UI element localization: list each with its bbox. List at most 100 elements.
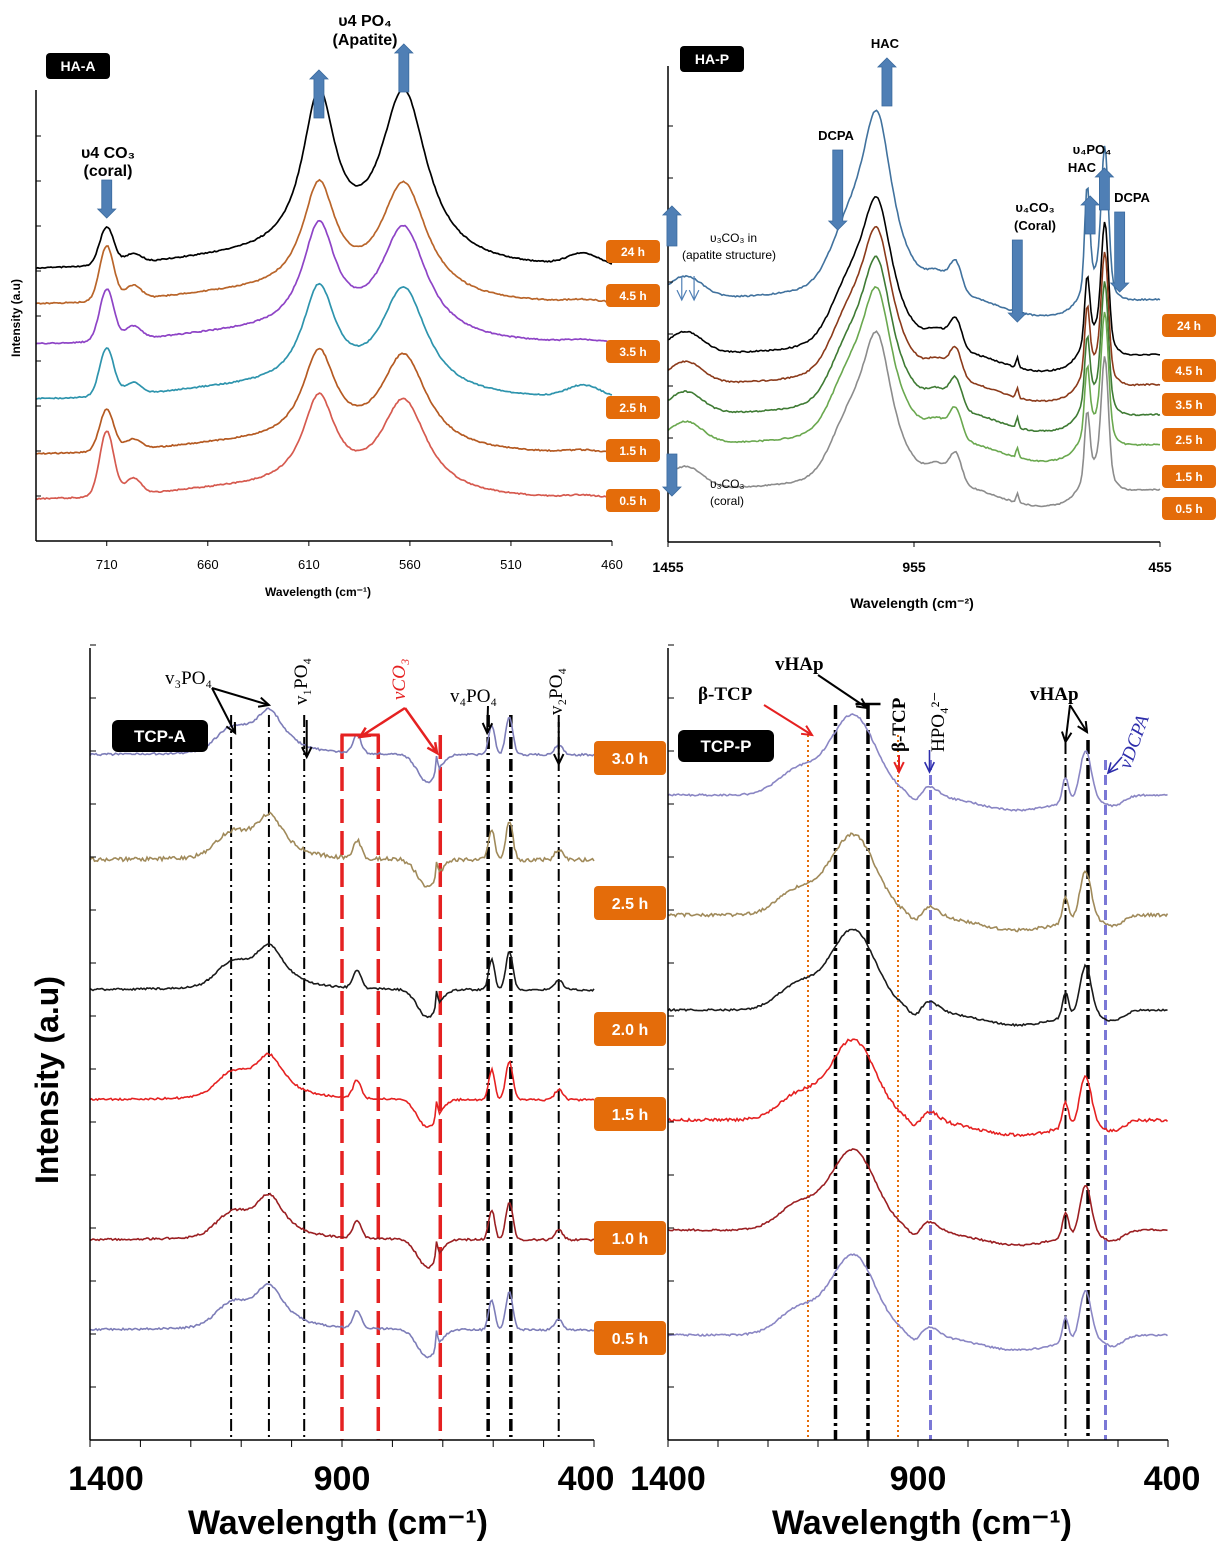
tcp-p-arrow-btcp2-head <box>893 761 905 775</box>
ha-a-series-45h <box>35 178 613 305</box>
tcp-a-series-20h <box>89 943 595 1019</box>
ha-p-label-0-text: 24 h <box>1177 319 1201 333</box>
ha-p-label-0-bg <box>1162 314 1216 337</box>
tcp-a-label-1-text: 2.5 h <box>612 896 648 913</box>
panel-ha-p: 1455 955 455 HA-P Wavelength (cm⁻²) HAC DC… <box>652 36 1216 611</box>
tcp-a-label-2: 2.0 h <box>594 1012 666 1046</box>
tcp-a-arrow-v3-b-head <box>257 696 272 708</box>
tcp-a-label-5-bg <box>594 1321 666 1355</box>
panel-tcp-p: 1400 900 400 TCP-P Wavelength (cm⁻¹) β-TCP… <box>630 644 1201 1542</box>
tcp-p-series-4 <box>667 1148 1168 1247</box>
tcp-a-label-0-text: 3.0 h <box>612 751 648 768</box>
tcp-p-arrow-vdcpa-head <box>1106 762 1119 775</box>
ha-p-anno-v3co3-apatite: υ₃CO₃ in <box>710 231 757 245</box>
tcp-a-label-4-bg <box>594 1221 666 1255</box>
tcp-p-arrow-vhap2-b-head <box>1077 720 1089 734</box>
tcp-p-arrow-vdcpa <box>1107 756 1123 774</box>
ha-a-label-4-text: 1.5 h <box>619 444 646 458</box>
ha-p-anno-hac: HAC <box>871 36 900 51</box>
tcp-a-arrow-vco3-b <box>403 707 439 754</box>
tcp-a-label-2-text: 2.0 h <box>612 1022 648 1039</box>
tcp-a-badge-text: TCP-A <box>134 727 186 746</box>
tcp-a-badge <box>112 720 208 752</box>
tcp-p-anno-vdcpa: vDCPA <box>1115 712 1154 772</box>
tcp-a-arrow-vco3-b-head <box>426 741 439 756</box>
ha-a-label-1-text: 4.5 h <box>619 289 646 303</box>
ha-a-label-3-text: 2.5 h <box>619 401 646 415</box>
tcp-a-annotations: v₃PO₄ v₁PO₄ vCO₃ v₄PO₄ v₂PO₄ <box>165 658 567 715</box>
tcp-a-arrow-v1-head <box>301 746 313 760</box>
ha-p-series-15h <box>667 285 1161 463</box>
ha-p-label-2: 3.5 h <box>1162 393 1216 416</box>
tcp-p-xlabel: Wavelength (cm⁻¹) <box>772 1504 1072 1542</box>
tcp-p-anno-vhap2: vHAp <box>1030 684 1079 705</box>
ha-a-label-2-bg <box>606 340 660 363</box>
tcp-p-arrow-vhap-a-head <box>855 697 869 710</box>
tcp-p-xtick-label: 1400 <box>630 1460 706 1498</box>
tcp-a-arrows <box>211 687 565 767</box>
tcp-a-reference-lines <box>230 715 560 1440</box>
tcp-a-series-30h <box>89 707 595 784</box>
tcp-a-label-3-bg <box>594 1097 666 1131</box>
ha-a-anno-apatite: (Apatite) <box>333 32 398 49</box>
tcp-a-label-4: 1.0 h <box>594 1221 666 1255</box>
ha-a-label-5-text: 0.5 h <box>619 494 646 508</box>
ha-p-xtick-label: 1455 <box>652 559 683 575</box>
ha-p-xlabel: Wavelength (cm⁻²) <box>850 595 974 611</box>
tcp-p-series-2 <box>667 928 1168 1027</box>
tcp-a-label-5: 0.5 h <box>594 1321 666 1355</box>
tcp-a-anno-v1po4: v₁PO₄ <box>291 658 312 705</box>
panel-ha-a: 710 660 610 560 510 460 HA-A Intensity (a.u) … <box>9 13 660 599</box>
ha-a-arrow-605-up <box>308 69 329 119</box>
ha-p-anno-coral-lower: (coral) <box>710 494 744 508</box>
tcp-p-arrow-vhap2-a <box>1064 704 1071 743</box>
ha-p-thinarrow-1-head <box>676 289 688 302</box>
tcp-p-series-0 <box>667 713 1168 812</box>
ha-a-badge <box>46 53 110 79</box>
tcp-p-xtick-label: 400 <box>1144 1460 1201 1498</box>
tcp-p-arrow-btcp-head <box>800 725 814 737</box>
ha-p-arrow-dcpa-down <box>827 149 848 231</box>
ha-p-anno-dcpa: DCPA <box>818 128 854 143</box>
tcp-p-curves <box>667 713 1169 1352</box>
tcp-p-anno-btcp2: β-TCP <box>889 697 910 752</box>
tcp-a-axes: 1400 900 400 <box>68 644 614 1498</box>
tcp-a-anno-v2po4: v₂PO₄ <box>546 668 567 715</box>
tcp-p-series-3 <box>667 1038 1169 1138</box>
ha-p-arrow-dcpa2-down <box>1109 211 1130 293</box>
tcp-p-anno-btcp: β-TCP <box>698 684 753 705</box>
tcp-p-anno-vhap: vHAp <box>775 654 824 675</box>
ha-a-label-4: 1.5 h <box>606 439 660 462</box>
ha-p-arrow-co3-down <box>1007 239 1028 323</box>
ha-p-label-5: 0.5 h <box>1162 497 1216 520</box>
tcp-a-series-labels: 3.0 h 2.5 h 2.0 h 1.5 h 1.0 h 0.5 h <box>594 741 666 1355</box>
tcp-a-arrow-v4-head <box>481 722 494 736</box>
tcp-a-label-3: 1.5 h <box>594 1097 666 1131</box>
ha-p-label-1: 4.5 h <box>1162 359 1216 382</box>
tcp-p-anno-hpo4: HPO₄²⁻ <box>928 692 949 752</box>
tcp-a-xtick-label: 900 <box>314 1460 371 1498</box>
ha-p-badge <box>680 46 744 72</box>
ha-a-axes: 710 660 610 560 510 460 <box>35 90 623 572</box>
ha-p-arrows <box>661 57 1130 497</box>
tcp-a-xlabel: Wavelength (cm⁻¹) <box>188 1504 488 1542</box>
ha-p-anno-hac2: HAC <box>1068 160 1097 175</box>
ha-p-arrow-hac2-up <box>1094 167 1115 211</box>
tcp-a-ylabel: Intensity (a.u) <box>29 976 65 1184</box>
tcp-a-arrow-v3-b <box>211 687 270 706</box>
ha-p-label-5-bg <box>1162 497 1216 520</box>
ha-a-label-0-text: 24 h <box>621 245 645 259</box>
tcp-a-label-1-bg <box>594 886 666 920</box>
tcp-p-reference-lines <box>807 705 1107 1440</box>
ha-a-series-15h <box>35 347 613 455</box>
ha-a-series-05h <box>35 392 613 501</box>
tcp-a-curves <box>89 707 595 1359</box>
ha-p-anno-dcpa2: DCPA <box>1114 190 1150 205</box>
tcp-p-arrows <box>763 674 1123 775</box>
tcp-a-xtick-label: 1400 <box>68 1460 144 1498</box>
tcp-a-label-0-bg <box>594 741 666 775</box>
tcp-a-series-25h <box>89 811 595 888</box>
tcp-a-anno-vco3: vCO₃ <box>389 659 410 700</box>
ha-p-anno-apatite-structure: (apatite structure) <box>682 248 776 262</box>
ha-p-anno-v4po4: υ₄PO₄ <box>1073 142 1112 157</box>
